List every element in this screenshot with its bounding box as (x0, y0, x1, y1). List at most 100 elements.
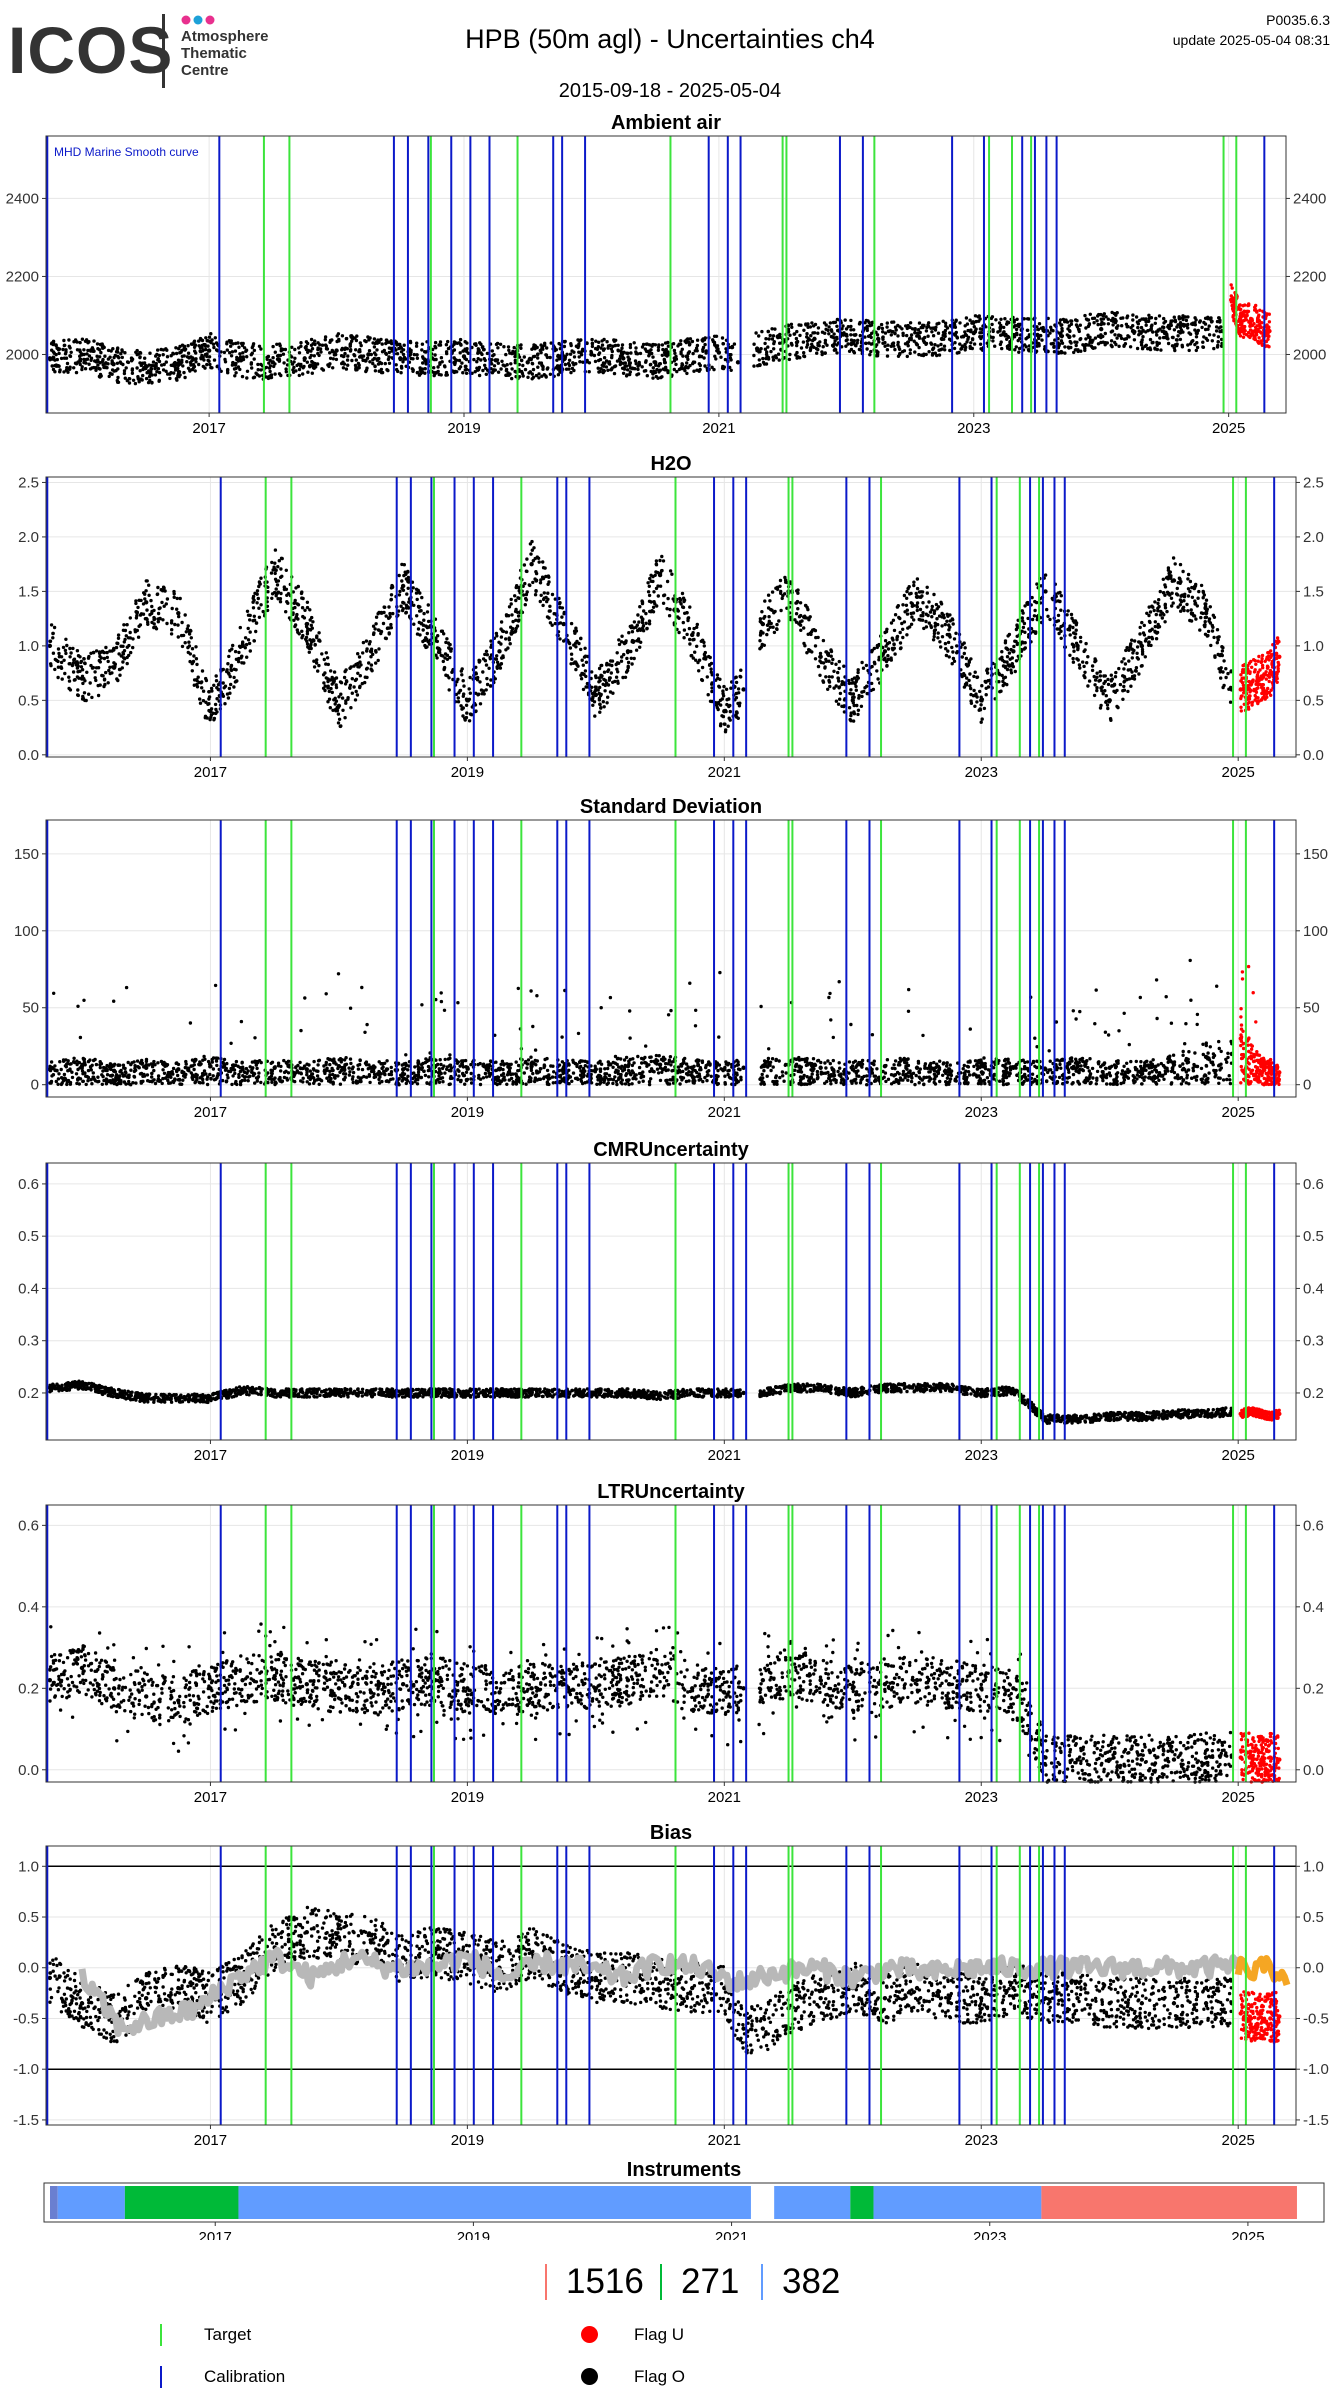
data-point (584, 660, 589, 664)
data-point (63, 671, 67, 676)
data-point (478, 702, 483, 706)
data-point (974, 692, 978, 696)
data-point (1017, 350, 1021, 354)
data-point (837, 685, 842, 689)
data-point (1212, 635, 1216, 640)
data-point (1258, 308, 1262, 312)
data-point (96, 363, 100, 367)
data-point (1163, 319, 1168, 324)
data-point (1014, 327, 1019, 332)
data-point (461, 679, 465, 683)
data-point (356, 671, 360, 675)
data-point (415, 614, 419, 618)
data-point (194, 645, 198, 649)
data-point (412, 622, 416, 626)
data-point (1147, 313, 1151, 317)
data-point (144, 616, 149, 621)
data-point (1188, 618, 1192, 623)
data-point (353, 698, 358, 702)
data-point (1126, 334, 1130, 338)
data-point (607, 361, 611, 365)
data-point (1001, 683, 1005, 688)
data-point (183, 613, 187, 617)
data-point (87, 354, 92, 358)
data-point (329, 669, 333, 673)
data-point (197, 362, 201, 367)
data-point (478, 341, 482, 345)
data-point (1114, 319, 1118, 323)
data-point (323, 671, 327, 675)
data-point (251, 342, 256, 346)
data-point (420, 342, 425, 346)
data-point (1071, 660, 1076, 664)
data-point (596, 366, 600, 370)
data-point (1138, 318, 1142, 323)
data-point (525, 557, 529, 561)
x-tick-label: 2023 (957, 420, 990, 437)
data-point (524, 598, 529, 602)
data-point (400, 366, 404, 370)
data-point (436, 650, 441, 654)
data-point (574, 641, 578, 645)
data-point (271, 356, 275, 360)
data-point (1003, 317, 1007, 321)
data-point (374, 353, 378, 357)
data-point (922, 323, 926, 328)
data-point (778, 578, 783, 583)
data-point (136, 635, 141, 639)
data-point (250, 366, 254, 370)
data-point (852, 328, 856, 332)
data-point (640, 365, 644, 369)
data-point (464, 364, 468, 368)
data-point (867, 341, 871, 345)
data-point (1068, 329, 1072, 333)
data-point (156, 585, 160, 590)
data-point (104, 361, 108, 365)
data-point (624, 640, 628, 645)
data-point (803, 614, 807, 618)
data-point (642, 609, 646, 613)
data-point (1148, 610, 1153, 614)
data-point (252, 598, 256, 602)
data-point (705, 675, 709, 679)
data-point (408, 339, 413, 344)
data-point (130, 367, 135, 371)
data-point (212, 358, 217, 362)
data-point (597, 370, 601, 374)
data-point (1259, 331, 1264, 335)
data-point (380, 350, 385, 354)
data-point (706, 693, 710, 697)
data-point (544, 353, 548, 357)
data-point (715, 673, 720, 677)
data-point (456, 677, 460, 681)
data-point (777, 358, 781, 362)
data-point (379, 367, 384, 372)
data-point (1210, 339, 1215, 343)
data-point (128, 636, 132, 640)
data-point (1156, 601, 1160, 606)
data-point (460, 673, 464, 677)
data-point (999, 317, 1003, 321)
data-point (822, 321, 827, 325)
data-point (1095, 688, 1099, 693)
data-point (354, 689, 358, 694)
data-point (373, 341, 377, 346)
data-point (389, 597, 393, 602)
data-point (678, 596, 682, 601)
data-point (193, 343, 198, 347)
data-point (354, 348, 358, 352)
data-point (472, 357, 476, 362)
data-point (569, 343, 573, 348)
data-point (568, 646, 573, 650)
data-point (1033, 608, 1037, 613)
data-point (849, 688, 853, 692)
data-point (754, 331, 758, 335)
data-point (145, 364, 149, 369)
data-point (227, 686, 232, 691)
data-point (130, 371, 135, 375)
data-point (190, 647, 195, 651)
data-point (233, 374, 237, 378)
data-point (1207, 333, 1212, 337)
data-point (724, 687, 729, 691)
data-point (194, 357, 198, 361)
